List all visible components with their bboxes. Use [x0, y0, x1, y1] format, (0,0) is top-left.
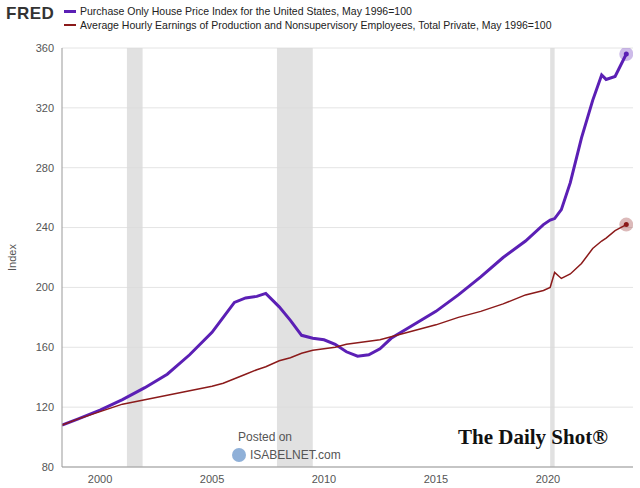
svg-text:80: 80: [42, 461, 54, 473]
svg-text:360: 360: [36, 42, 54, 54]
svg-text:280: 280: [36, 162, 54, 174]
svg-text:200: 200: [36, 281, 54, 293]
svg-text:320: 320: [36, 102, 54, 114]
svg-text:Index: Index: [8, 244, 18, 271]
svg-text:2000: 2000: [88, 473, 112, 485]
html-text:FRED: FRED: [6, 4, 55, 23]
html-text:Purchase Only House Price Inde: Purchase Only House Price Index for the …: [80, 5, 412, 17]
svg-text:2010: 2010: [312, 473, 336, 485]
svg-text:2015: 2015: [424, 473, 448, 485]
svg-text:120: 120: [36, 401, 54, 413]
svg-text:240: 240: [36, 221, 54, 233]
html-text:Posted on: Posted on: [238, 430, 292, 444]
html-text:The Daily Shot®: The Daily Shot®: [458, 425, 608, 449]
svg-text:160: 160: [36, 341, 54, 353]
svg-text:2020: 2020: [536, 473, 560, 485]
html-text:Average Hourly Earnings of Pro: Average Hourly Earnings of Production an…: [80, 19, 552, 31]
html-text:ISABELNET.com: ISABELNET.com: [250, 448, 341, 462]
svg-text:2005: 2005: [200, 473, 224, 485]
